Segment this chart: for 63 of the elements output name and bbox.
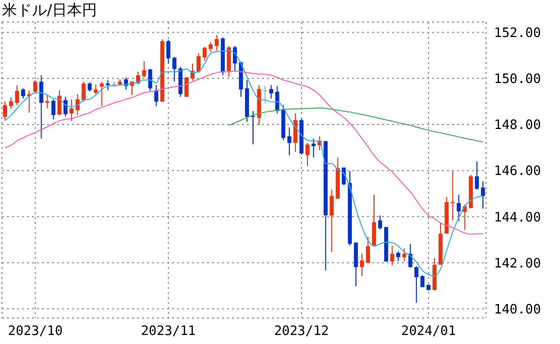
candlestick [196, 52, 201, 74]
candlestick [148, 68, 152, 92]
candlestick [378, 214, 382, 230]
y-tick-label: 142.00 [494, 256, 541, 272]
candlestick [366, 236, 370, 264]
candlestick [184, 76, 188, 98]
candlestick [372, 194, 376, 246]
candlestick [226, 45, 231, 78]
chart-title: 米ドル/日本円 [2, 1, 98, 20]
candlestick [166, 39, 170, 64]
candlestick [57, 90, 62, 116]
candlestick [33, 80, 38, 94]
candlestick [408, 243, 412, 268]
candlestick [154, 84, 158, 107]
candlestick [172, 56, 176, 82]
line-series [4, 70, 484, 235]
candlestick [293, 112, 298, 152]
y-tick-label: 148.00 [494, 118, 541, 134]
candlestick [94, 84, 98, 95]
candlestick [82, 81, 86, 102]
candlestick [450, 170, 455, 221]
x-tick-label: 2024/01 [401, 324, 456, 340]
candlestick [312, 138, 316, 158]
candlestick [70, 98, 74, 122]
candlestick [402, 248, 406, 262]
candlestick [106, 80, 110, 91]
y-tick-label: 140.00 [494, 302, 541, 318]
candlestick [15, 84, 20, 106]
candlestick [456, 194, 461, 222]
y-tick-label: 150.00 [494, 72, 541, 88]
candlestick [232, 45, 237, 72]
candlestick [330, 189, 334, 253]
candlestick [480, 180, 485, 210]
y-tick-label: 146.00 [494, 164, 541, 180]
candlestick [306, 142, 310, 166]
candlestick [396, 250, 400, 262]
x-tick-label: 2023/10 [8, 324, 63, 340]
candlestick [21, 88, 26, 99]
candlestick [214, 34, 219, 52]
candlestick [202, 46, 207, 62]
candlestick [142, 60, 146, 78]
candlestick [269, 84, 274, 99]
candlestick [208, 41, 213, 52]
candlestick [474, 160, 479, 190]
candlestick [64, 96, 68, 117]
y-tick-label: 144.00 [494, 210, 541, 226]
candlestick [287, 127, 292, 156]
y-tick-label: 152.00 [494, 26, 541, 41]
candlestick [9, 97, 14, 109]
candlestick [100, 81, 104, 107]
x-tick-label: 2023/11 [140, 324, 196, 340]
candlestick [3, 101, 7, 121]
candlestick [88, 82, 92, 92]
candlestick [263, 86, 268, 104]
candlestick [51, 98, 56, 120]
candlestick [414, 266, 418, 304]
candlestick [39, 74, 44, 140]
candlestick [45, 94, 50, 109]
candlestick [360, 253, 364, 277]
candlestick [342, 167, 346, 186]
candlestick [136, 71, 140, 85]
candlestick [390, 244, 394, 266]
x-tick-label: 2023/12 [274, 324, 329, 340]
